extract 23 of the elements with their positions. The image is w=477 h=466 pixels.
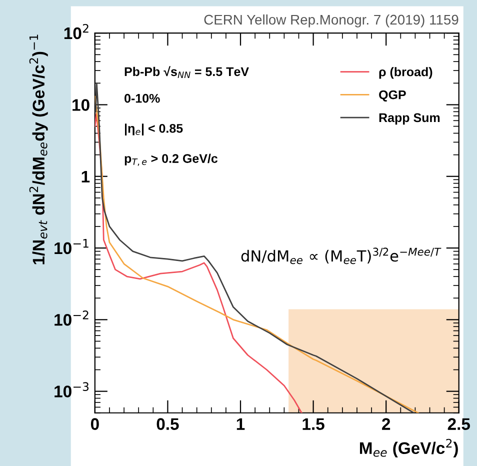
annotation: dN/dM$_{ee}$ ∝ (M$_{ee}$T)$^{3/2}$e$^{−Mee/T}$ [241,248,442,264]
y-tick-label: 10$^{−3}$ [54,382,89,398]
y-tick-label: 10$^{−2}$ [54,310,88,326]
y-tick-label: 10$^{−1}$ [54,239,88,254]
legend-label: Rapp Sum [379,113,440,125]
annotation: 0-10% [124,94,160,103]
x-tick-label: 0.5 [156,418,179,430]
y-tick-label: 10 [72,99,90,111]
x-tick-label: 1.5 [302,418,324,430]
annotation: |η$_{e}$| < 0.85 [124,124,183,136]
y-tick-label: 10$^{2}$ [64,24,88,40]
legend-label: QGP [379,90,406,102]
annotation: Pb-Pb √s$_{NN}$ = 5.5 TeV [124,66,249,78]
x-tick-label: 1 [236,418,245,430]
text: CERN Yellow Rep.Monogr. 7 (2019) 1159 [204,14,458,28]
x-tick-label: 2 [382,418,390,430]
x-tick-label: 0 [90,418,99,430]
legend-label: ρ (broad) [379,67,432,79]
x-axis-title: M$_{ee}$ (GeV/c$^{2}$) [360,438,458,458]
x-tick-label: 2.5 [448,418,470,430]
annotation: p$_{T,e}$ > 0.2 GeV/c [124,154,218,166]
text: 1/N$_{evt}$ dN$^{2}$/dM$_{ee}$dy (GeV/c$^{2}$)$^{−1}$ [29,34,48,264]
y-tick-label: 1 [82,170,90,182]
